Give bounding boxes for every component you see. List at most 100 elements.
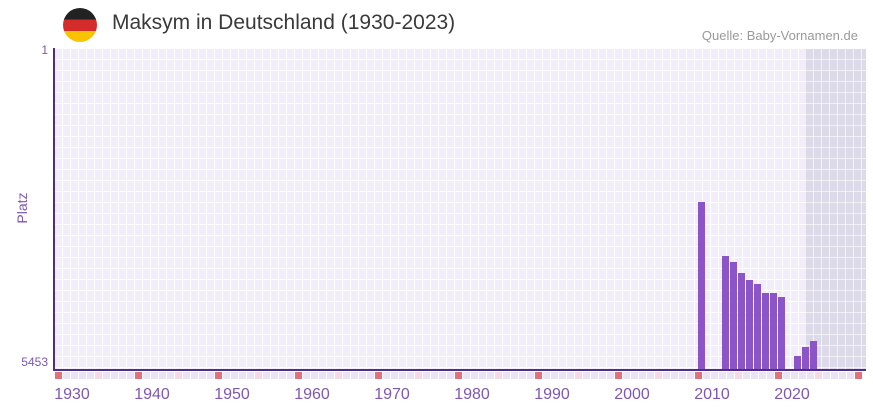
strip-year-square: [391, 372, 398, 379]
strip-year-square: [127, 372, 134, 379]
strip-year-square: [631, 372, 638, 379]
strip-year-square: [167, 372, 174, 379]
strip-year-square: [511, 372, 518, 379]
strip-year-square: [239, 372, 246, 379]
strip-year-square: [231, 372, 238, 379]
strip-year-square: [647, 372, 654, 379]
strip-year-square: [783, 372, 790, 379]
strip-year-square: [247, 372, 254, 379]
x-tick-label: 2000: [614, 386, 650, 403]
bar-2018: [770, 293, 777, 369]
strip-half-decade-marker: [575, 372, 582, 379]
y-axis-tick-top: 1: [41, 43, 48, 57]
strip-year-square: [367, 372, 374, 379]
germany-flag-icon: [63, 8, 97, 42]
strip-year-square: [159, 372, 166, 379]
strip-year-square: [759, 372, 766, 379]
strip-half-decade-marker: [175, 372, 182, 379]
plot-area: [55, 49, 866, 370]
strip-year-square: [183, 372, 190, 379]
bar-2019: [778, 297, 785, 369]
strip-year-square: [279, 372, 286, 379]
strip-year-square: [719, 372, 726, 379]
strip-year-square: [519, 372, 526, 379]
strip-year-square: [111, 372, 118, 379]
strip-year-square: [503, 372, 510, 379]
x-tick-label: 1980: [454, 386, 490, 403]
strip-year-square: [679, 372, 686, 379]
x-tick-label: 1960: [294, 386, 330, 403]
strip-year-square: [199, 372, 206, 379]
strip-year-square: [839, 372, 846, 379]
bar-2023: [810, 341, 817, 369]
y-axis-title: Platz: [14, 192, 30, 224]
x-tick-label: 1940: [134, 386, 170, 403]
strip-year-square: [567, 372, 574, 379]
strip-year-square: [799, 372, 806, 379]
strip-year-square: [671, 372, 678, 379]
strip-half-decade-marker: [495, 372, 502, 379]
strip-year-square: [583, 372, 590, 379]
bar-2017: [762, 293, 769, 369]
strip-year-square: [191, 372, 198, 379]
strip-year-square: [399, 372, 406, 379]
strip-decade-marker: [855, 372, 862, 379]
strip-year-square: [559, 372, 566, 379]
strip-year-square: [103, 372, 110, 379]
strip-year-square: [471, 372, 478, 379]
strip-year-square: [351, 372, 358, 379]
x-tick-label: 1970: [374, 386, 410, 403]
page-title: Maksym in Deutschland (1930-2023): [112, 11, 456, 34]
x-axis-line: [53, 369, 866, 371]
strip-year-square: [343, 372, 350, 379]
strip-year-square: [743, 372, 750, 379]
strip-half-decade-marker: [735, 372, 742, 379]
strip-year-square: [423, 372, 430, 379]
strip-year-square: [727, 372, 734, 379]
strip-year-square: [447, 372, 454, 379]
bar-2021: [794, 356, 801, 369]
strip-year-square: [327, 372, 334, 379]
strip-year-square: [63, 372, 70, 379]
strip-decade-marker: [375, 372, 382, 379]
strip-year-square: [439, 372, 446, 379]
strip-year-square: [311, 372, 318, 379]
strip-half-decade-marker: [95, 372, 102, 379]
strip-year-square: [431, 372, 438, 379]
strip-year-square: [711, 372, 718, 379]
strip-year-square: [823, 372, 830, 379]
strip-year-square: [543, 372, 550, 379]
x-tick-label: 2010: [694, 386, 730, 403]
strip-year-square: [527, 372, 534, 379]
strip-half-decade-marker: [335, 372, 342, 379]
strip-year-square: [151, 372, 158, 379]
strip-year-square: [703, 372, 710, 379]
strip-year-square: [383, 372, 390, 379]
strip-year-square: [319, 372, 326, 379]
strip-year-square: [271, 372, 278, 379]
strip-year-square: [639, 372, 646, 379]
bar-2012: [722, 256, 729, 369]
strip-decade-marker: [55, 372, 62, 379]
y-axis-line: [53, 48, 55, 371]
strip-year-square: [623, 372, 630, 379]
bar-2014: [738, 273, 745, 369]
strip-year-square: [551, 372, 558, 379]
strip-year-square: [303, 372, 310, 379]
strip-year-square: [807, 372, 814, 379]
strip-year-square: [847, 372, 854, 379]
strip-year-square: [263, 372, 270, 379]
strip-half-decade-marker: [255, 372, 262, 379]
strip-half-decade-marker: [415, 372, 422, 379]
strip-year-square: [487, 372, 494, 379]
strip-decade-marker: [775, 372, 782, 379]
strip-year-square: [287, 372, 294, 379]
strip-year-square: [751, 372, 758, 379]
strip-year-square: [479, 372, 486, 379]
bar-2022: [802, 347, 809, 369]
source-credit: Quelle: Baby-Vornamen.de: [701, 28, 858, 43]
strip-decade-marker: [535, 372, 542, 379]
bar-2013: [730, 262, 737, 369]
strip-decade-marker: [615, 372, 622, 379]
strip-year-square: [143, 372, 150, 379]
